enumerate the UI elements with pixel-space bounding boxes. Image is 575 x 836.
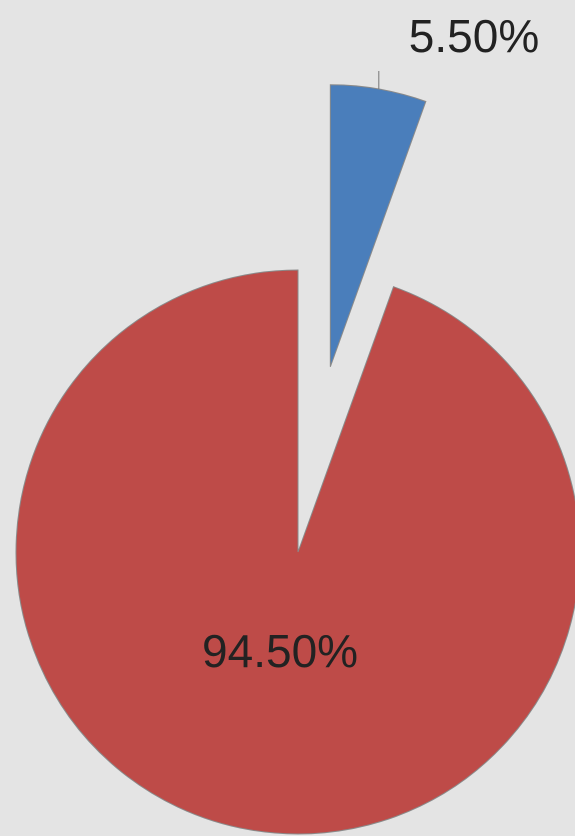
pie-slice [15,269,575,835]
pie-slice [329,84,427,367]
data-label: 94.50% [202,625,358,677]
data-label: 5.50% [409,10,539,62]
